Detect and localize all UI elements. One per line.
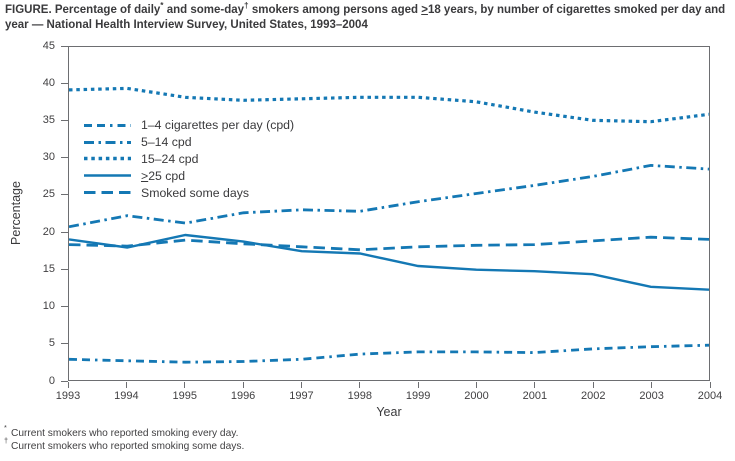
x-tick-label: 2001 — [522, 390, 548, 402]
y-axis-title: Percentage — [9, 181, 23, 245]
legend-line-swatch — [84, 157, 131, 161]
footnotes: * Current smokers who reported smoking e… — [4, 423, 245, 453]
series-line-5-14-cpd — [69, 163, 709, 229]
x-tick-label: 1999 — [405, 390, 431, 402]
title-segment: and some-day — [163, 4, 245, 16]
y-tick-mark — [61, 343, 68, 345]
x-tick-mark — [534, 382, 536, 388]
x-axis-title: Year — [376, 405, 402, 419]
title-segment: 18 years, by number of cigarettes smoked… — [5, 4, 726, 31]
y-tick-mark — [61, 119, 68, 121]
geq-symbol: > — [141, 168, 149, 183]
y-tick-label: 5 — [48, 337, 55, 350]
legend-label: 1–4 cigarettes per day (cpd) — [141, 118, 295, 133]
legend-item-25-cpd: >25 cpd — [84, 167, 294, 184]
chart-legend: 1–4 cigarettes per day (cpd) 5–14 cpd 15–2… — [84, 117, 294, 201]
footnote-daily: * Current smokers who reported smoking e… — [4, 423, 239, 439]
legend-line-swatch — [84, 123, 131, 127]
y-tick-mark — [61, 306, 68, 308]
legend-line-swatch — [84, 174, 131, 178]
series-line-25-cpd — [69, 233, 709, 291]
y-tick-mark — [61, 231, 68, 233]
x-tick-label: 2004 — [697, 390, 723, 402]
plot-area: 1–4 cigarettes per day (cpd) 5–14 cpd 15–2… — [68, 46, 710, 381]
legend-label: 5–14 cpd — [141, 135, 192, 150]
x-tick-label: 1994 — [114, 390, 139, 402]
y-tick-label: 30 — [42, 151, 55, 164]
y-tick-mark — [61, 82, 68, 84]
legend-item-1-4-cigarettes-per-day-cpd: 1–4 cigarettes per day (cpd) — [84, 117, 294, 134]
y-tick-label: 45 — [42, 39, 55, 52]
title-segment: smokers among persons aged — [248, 4, 422, 16]
x-tick-mark — [67, 382, 69, 388]
series-line-1-4-cigarettes-per-day-cpd — [69, 343, 709, 364]
y-tick-mark — [61, 194, 68, 196]
y-tick-label: 0 — [48, 374, 55, 387]
x-tick-label: 1997 — [289, 390, 314, 402]
x-tick-label: 1998 — [347, 390, 373, 402]
chart-lines-canvas — [69, 86, 709, 364]
legend-label: >25 cpd — [141, 168, 186, 183]
x-tick-label: 2003 — [639, 390, 664, 402]
footnote-text: Current smokers who reported smoking som… — [11, 440, 245, 452]
x-tick-label: 1995 — [172, 390, 197, 402]
x-tick-label: 2000 — [464, 390, 489, 402]
x-tick-mark — [359, 382, 361, 388]
y-tick-label: 20 — [42, 225, 55, 238]
footnote-text: Current smokers who reported smoking eve… — [11, 428, 239, 439]
y-tick-mark — [61, 45, 68, 47]
y-tick-mark — [61, 380, 68, 382]
legend-line-swatch — [84, 191, 131, 195]
legend-item-15-24-cpd: 15–24 cpd — [84, 151, 294, 168]
y-tick-label: 15 — [42, 262, 55, 275]
footnote-someday: † Current smokers who reported smoking s… — [4, 435, 245, 452]
y-tick-mark — [61, 157, 68, 159]
title-asterisk-marker: * — [160, 1, 164, 11]
y-tick-label: 10 — [42, 300, 55, 313]
y-tick-label: 35 — [42, 113, 55, 126]
x-tick-mark — [476, 382, 478, 388]
title-dagger-marker: † — [244, 1, 249, 11]
x-tick-mark — [125, 382, 127, 388]
x-tick-label: 1993 — [55, 390, 81, 402]
x-tick-mark — [592, 382, 594, 388]
legend-item-5-14-cpd: 5–14 cpd — [84, 134, 294, 151]
x-tick-mark — [242, 382, 244, 388]
title-segment: FIGURE. Percentage of daily — [5, 4, 161, 16]
title-geq-symbol: > — [421, 4, 428, 16]
x-tick-mark — [184, 382, 186, 388]
y-tick-label: 40 — [42, 76, 55, 89]
x-tick-label: 2002 — [581, 390, 606, 402]
x-tick-label: 1996 — [230, 390, 256, 402]
y-tick-mark — [61, 268, 68, 270]
legend-label: 15–24 cpd — [141, 151, 199, 166]
series-line-smoked-some-days — [69, 235, 709, 252]
series-line-15-24-cpd — [69, 86, 709, 124]
legend-label: Smoked some days — [141, 185, 249, 200]
legend-item-smoked-some-days: Smoked some days — [84, 184, 294, 201]
x-tick-mark — [651, 382, 653, 388]
legend-line-swatch — [84, 140, 131, 144]
y-tick-label: 25 — [42, 188, 55, 201]
figure-title: FIGURE. Percentage of daily* and some-da… — [5, 1, 732, 33]
x-tick-mark — [709, 382, 711, 388]
x-tick-mark — [417, 382, 419, 388]
x-tick-mark — [300, 382, 302, 388]
